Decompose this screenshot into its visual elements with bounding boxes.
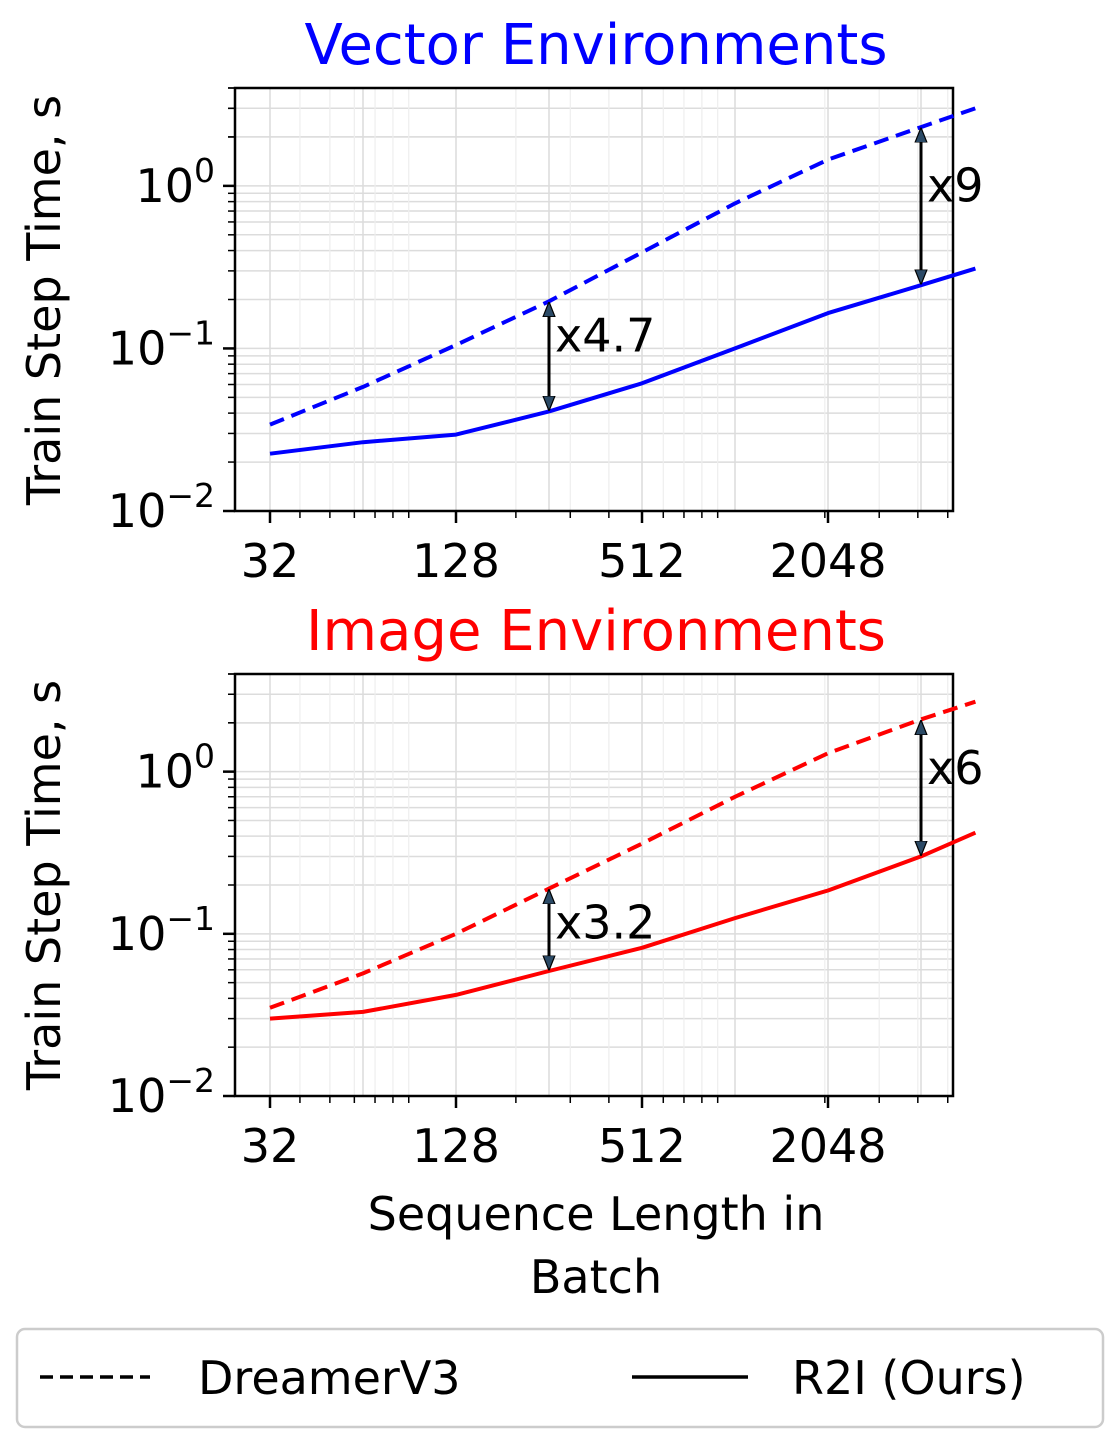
y-tick-label: 10−1 bbox=[108, 313, 215, 375]
y-tick-label: 10−2 bbox=[108, 1061, 215, 1123]
plot-area-vector: 32 128 512 2048 10−2 10−1 100 x4.7 x9 bbox=[108, 86, 984, 588]
axes-frame-image bbox=[233, 672, 955, 1098]
panel-image-environments: Image Environments 32 128 512 2048 10−2 10−1 1… bbox=[17, 599, 984, 1173]
series-dreamerv3-vector bbox=[269, 106, 977, 427]
ratio-label: x9 bbox=[927, 158, 984, 212]
axes-frame-vector bbox=[233, 86, 955, 513]
x-tick-label: 128 bbox=[412, 534, 500, 588]
panel-vector-environments: Vector Environments 32 128 512 2048 10−2 10−1… bbox=[17, 13, 984, 588]
y-tick-label: 10−2 bbox=[108, 476, 215, 538]
x-tick-label: 2048 bbox=[769, 1119, 886, 1173]
x-tick-label: 512 bbox=[598, 1119, 686, 1173]
legend-frame bbox=[15, 1327, 1105, 1429]
plot-area-image: 32 128 512 2048 10−2 10−1 100 x3.2 x6 bbox=[108, 672, 984, 1173]
series-r2i-image bbox=[269, 830, 977, 1021]
panel-title-vector: Vector Environments bbox=[305, 13, 888, 78]
ratio-label: x6 bbox=[927, 741, 984, 795]
y-axis-label-image: Train Step Time, s bbox=[17, 680, 71, 1091]
x-axis-label-line-1: Sequence Length in bbox=[368, 1187, 825, 1241]
x-tick-label: 512 bbox=[598, 534, 686, 588]
series-r2i-vector bbox=[269, 266, 976, 456]
ratio-label: x4.7 bbox=[555, 308, 655, 362]
y-tick-label: 100 bbox=[135, 151, 215, 213]
y-axis-label-vector: Train Step Time, s bbox=[17, 95, 71, 506]
series-dreamerv3-image bbox=[269, 699, 977, 1010]
x-axis-label-line-2: Batch bbox=[530, 1250, 662, 1304]
x-tick-label: 2048 bbox=[769, 534, 886, 588]
legend-label-r2i: R2I (Ours) bbox=[792, 1351, 1026, 1405]
y-tick-label: 10−1 bbox=[108, 899, 215, 961]
panel-title-image: Image Environments bbox=[306, 599, 886, 664]
legend: DreamerV3 R2I (Ours) bbox=[15, 1327, 1105, 1429]
x-tick-label: 32 bbox=[241, 534, 300, 588]
x-tick-label: 128 bbox=[412, 1119, 500, 1173]
ratio-label: x3.2 bbox=[555, 896, 655, 950]
x-tick-label: 32 bbox=[241, 1119, 300, 1173]
legend-label-dreamerv3: DreamerV3 bbox=[198, 1351, 461, 1405]
y-tick-label: 100 bbox=[135, 737, 215, 799]
